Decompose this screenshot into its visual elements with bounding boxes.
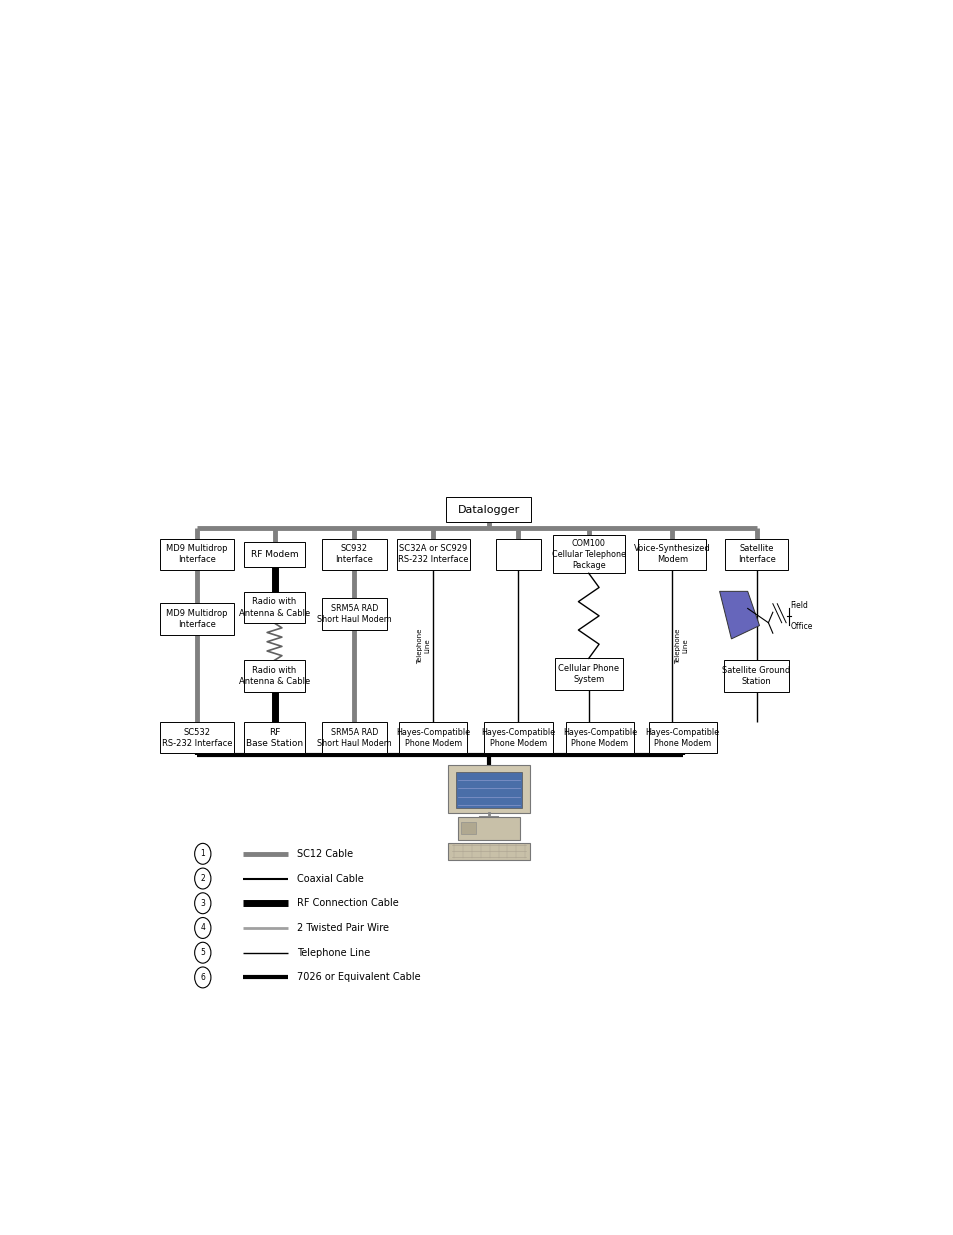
- Text: 5: 5: [200, 948, 205, 957]
- Text: MD9 Multidrop
Interface: MD9 Multidrop Interface: [166, 609, 228, 629]
- Bar: [723, 661, 788, 692]
- Text: SC12 Cable: SC12 Cable: [296, 848, 353, 858]
- Text: Coaxial Cable: Coaxial Cable: [296, 873, 363, 883]
- Bar: [160, 538, 233, 569]
- Circle shape: [194, 868, 211, 889]
- Text: Telephone Line: Telephone Line: [296, 947, 370, 957]
- Bar: [457, 816, 519, 840]
- Bar: [638, 538, 705, 569]
- Circle shape: [194, 942, 211, 963]
- Bar: [565, 722, 633, 753]
- Text: SRM5A RAD
Short Haul Modem: SRM5A RAD Short Haul Modem: [316, 604, 392, 624]
- Text: Satellite Ground
Station: Satellite Ground Station: [721, 666, 790, 685]
- Bar: [160, 603, 233, 635]
- Bar: [456, 772, 521, 808]
- Bar: [446, 498, 531, 522]
- Bar: [244, 542, 305, 567]
- Text: Cellular Phone
System: Cellular Phone System: [558, 664, 618, 684]
- Text: Hayes-Compatible
Phone Modem: Hayes-Compatible Phone Modem: [645, 727, 719, 748]
- Circle shape: [194, 893, 211, 914]
- Text: Hayes-Compatible
Phone Modem: Hayes-Compatible Phone Modem: [481, 727, 555, 748]
- Text: 2: 2: [200, 874, 205, 883]
- Circle shape: [194, 918, 211, 939]
- Bar: [554, 658, 622, 690]
- Text: MD9 Multidrop
Interface: MD9 Multidrop Interface: [166, 545, 228, 564]
- Bar: [396, 538, 469, 569]
- Text: 3: 3: [200, 899, 205, 908]
- Text: RF Modem: RF Modem: [251, 550, 298, 558]
- Bar: [244, 722, 305, 753]
- Text: SC532
RS-232 Interface: SC532 RS-232 Interface: [161, 727, 232, 748]
- Text: Office: Office: [790, 622, 812, 631]
- Bar: [724, 538, 787, 569]
- Bar: [244, 592, 305, 624]
- Text: Telephone
Line: Telephone Line: [416, 629, 430, 663]
- Bar: [448, 844, 529, 861]
- Text: 2 Twisted Pair Wire: 2 Twisted Pair Wire: [296, 923, 388, 932]
- Text: SC932
Interface: SC932 Interface: [335, 545, 373, 564]
- Bar: [399, 722, 467, 753]
- Text: 4: 4: [200, 924, 205, 932]
- Text: SRM5A RAD
Short Haul Modem: SRM5A RAD Short Haul Modem: [316, 727, 392, 748]
- Text: 1: 1: [200, 850, 205, 858]
- Circle shape: [194, 844, 211, 864]
- Text: COM100
Cellular Telephone
Package: COM100 Cellular Telephone Package: [551, 538, 625, 569]
- Text: Voice-Synthesized
Modem: Voice-Synthesized Modem: [633, 545, 710, 564]
- Bar: [448, 766, 529, 813]
- Text: RF
Base Station: RF Base Station: [246, 727, 303, 748]
- Text: Telephone
Line: Telephone Line: [675, 629, 688, 663]
- Text: Field: Field: [790, 601, 807, 610]
- Bar: [321, 722, 387, 753]
- Text: RF Connection Cable: RF Connection Cable: [296, 898, 398, 908]
- Text: 6: 6: [200, 973, 205, 982]
- Text: SC32A or SC929
RS-232 Interface: SC32A or SC929 RS-232 Interface: [397, 545, 468, 564]
- Text: Satellite
Interface: Satellite Interface: [737, 545, 775, 564]
- Bar: [648, 722, 716, 753]
- Text: 7026 or Equivalent Cable: 7026 or Equivalent Cable: [296, 972, 420, 982]
- Text: Radio with
Antenna & Cable: Radio with Antenna & Cable: [238, 598, 310, 618]
- Bar: [321, 538, 387, 569]
- Bar: [484, 722, 552, 753]
- Text: Hayes-Compatible
Phone Modem: Hayes-Compatible Phone Modem: [562, 727, 637, 748]
- Bar: [460, 823, 476, 834]
- Bar: [495, 538, 541, 569]
- Bar: [552, 535, 624, 573]
- Text: Datalogger: Datalogger: [457, 505, 519, 515]
- Bar: [244, 661, 305, 692]
- Bar: [160, 722, 233, 753]
- Circle shape: [194, 967, 211, 988]
- Polygon shape: [719, 592, 759, 638]
- Text: Hayes-Compatible
Phone Modem: Hayes-Compatible Phone Modem: [396, 727, 470, 748]
- Text: Radio with
Antenna & Cable: Radio with Antenna & Cable: [238, 666, 310, 685]
- Bar: [321, 599, 387, 630]
